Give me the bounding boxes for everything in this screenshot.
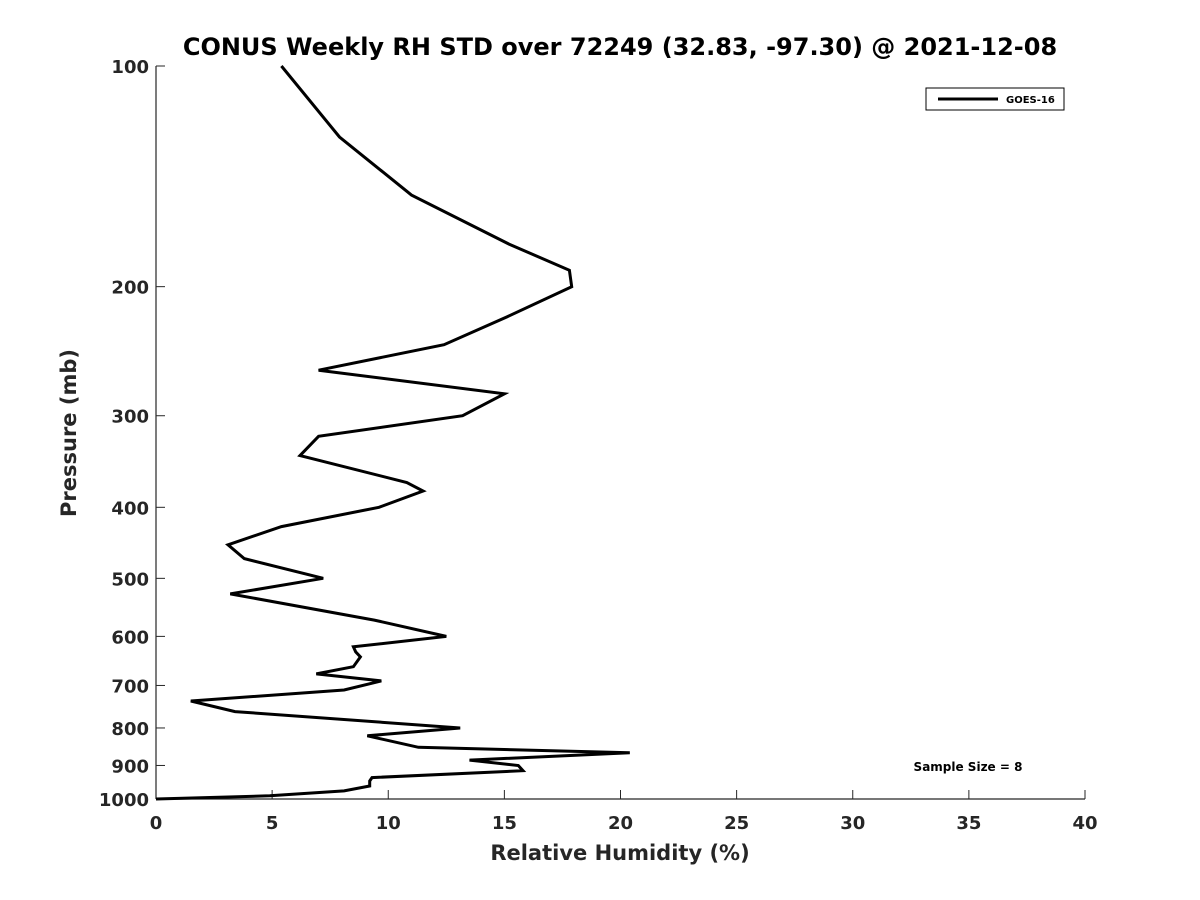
- y-tick-label: 700: [111, 676, 149, 697]
- x-tick-label: 20: [608, 813, 633, 834]
- sample-size-annotation: Sample Size = 8: [914, 760, 1023, 774]
- y-axis-label: Pressure (mb): [57, 349, 81, 517]
- plot-lines: [155, 65, 630, 801]
- y-tick-label: 1000: [99, 790, 149, 811]
- chart-title: CONUS Weekly RH STD over 72249 (32.83, -…: [183, 33, 1057, 61]
- x-tick-label: 30: [840, 813, 865, 834]
- legend-label: GOES-16: [1006, 95, 1055, 106]
- y-tick-label: 300: [111, 407, 149, 428]
- x-tick-label: 40: [1072, 813, 1097, 834]
- legend: GOES-16: [925, 87, 1065, 111]
- x-axis-label: Relative Humidity (%): [490, 841, 749, 865]
- y-tick-label: 100: [111, 57, 149, 78]
- y-tick-label: 600: [111, 627, 149, 648]
- y-tick-label: 900: [111, 756, 149, 777]
- x-tick-label: 0: [150, 813, 163, 834]
- x-tick-label: 10: [376, 813, 401, 834]
- axes: 0 5 10 15 20 25 30 35 40 100 200 300 400 500 600 700 800…: [99, 57, 1098, 834]
- x-tick-label: 35: [956, 813, 981, 834]
- y-tick-label: 800: [111, 719, 149, 740]
- x-tick-label: 25: [724, 813, 749, 834]
- y-tick-label: 500: [111, 569, 149, 590]
- y-tick-label: 200: [111, 278, 149, 299]
- series-line-goes-16: [155, 65, 630, 801]
- y-tick-label: 400: [111, 498, 149, 519]
- x-tick-label: 15: [492, 813, 517, 834]
- x-tick-label: 5: [266, 813, 279, 834]
